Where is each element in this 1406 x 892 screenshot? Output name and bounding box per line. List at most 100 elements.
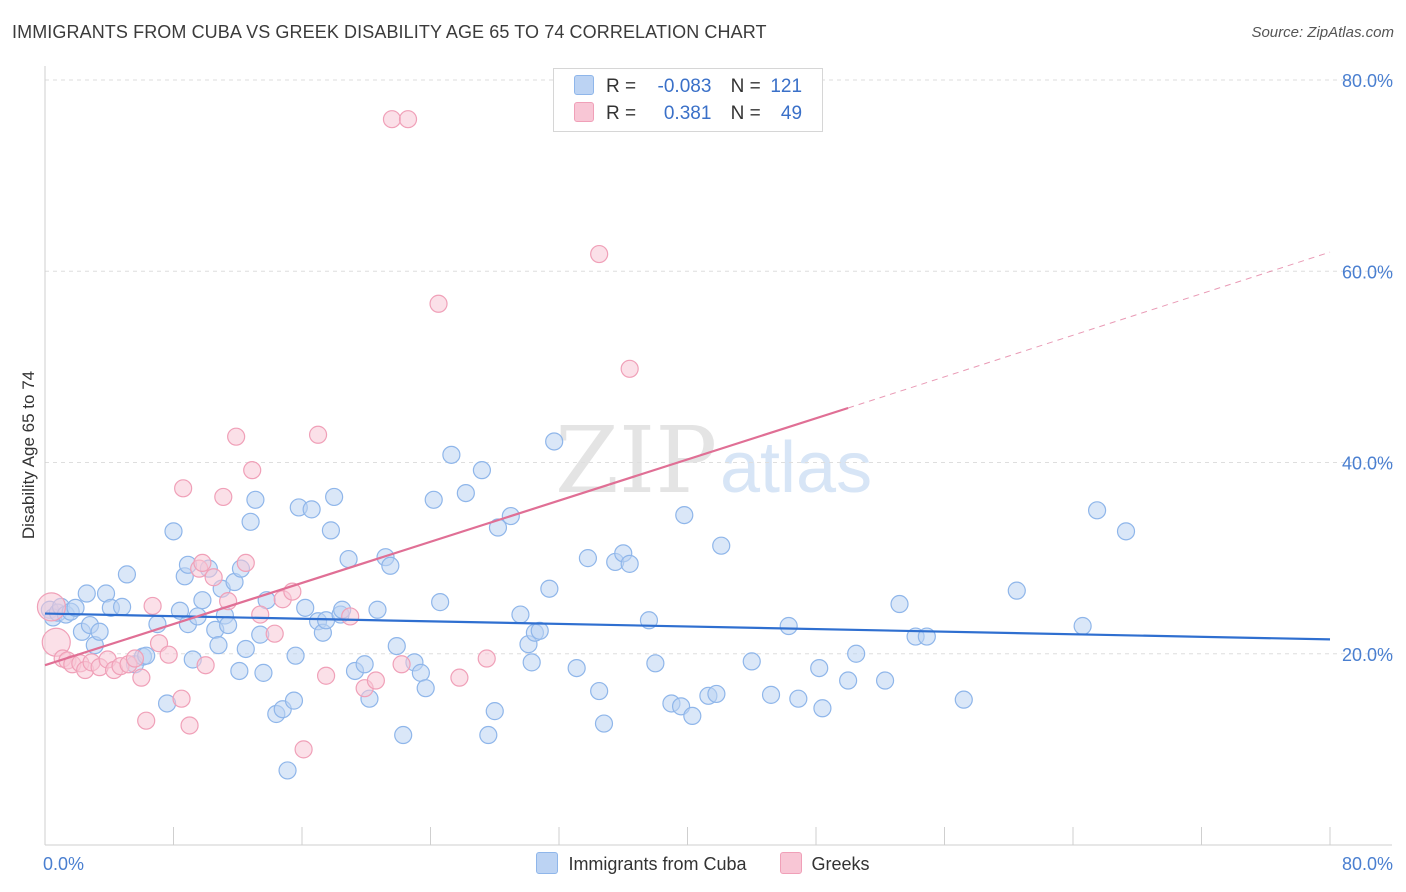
greeks-point bbox=[159, 645, 178, 664]
correlation-legend: R = -0.083 N = 121 R = 0.381 N = 49 bbox=[553, 68, 823, 132]
greeks-point bbox=[143, 596, 162, 616]
cuba-point bbox=[394, 725, 413, 745]
cuba-point bbox=[411, 663, 430, 682]
cuba-point bbox=[368, 600, 387, 619]
cuba-point bbox=[246, 490, 265, 509]
cuba-point bbox=[511, 605, 530, 624]
trend-line-greeks bbox=[44, 406, 849, 667]
greeks-point bbox=[172, 689, 191, 708]
tick-labels: 20.0% 40.0% 60.0% 80.0% 0.0% 80.0% bbox=[43, 71, 1393, 874]
cuba-point bbox=[530, 621, 549, 640]
greeks-point bbox=[251, 605, 270, 624]
greeks-point bbox=[366, 671, 385, 690]
cuba-point bbox=[431, 593, 450, 612]
cuba-point bbox=[594, 714, 614, 733]
greeks-point bbox=[341, 607, 360, 626]
cuba-point bbox=[77, 584, 96, 603]
watermark: ZIP atlas bbox=[555, 407, 872, 514]
cuba-point bbox=[164, 522, 183, 541]
cuba-point bbox=[1073, 616, 1092, 636]
legend-n-label: N = bbox=[730, 76, 761, 97]
cuba-point bbox=[813, 699, 832, 718]
cuba-point bbox=[387, 636, 406, 656]
legend-swatch-cuba bbox=[574, 75, 594, 95]
cuba-point bbox=[472, 461, 491, 480]
y-axis-label: Disability Age 65 to 74 bbox=[19, 371, 38, 539]
cuba-point bbox=[707, 684, 726, 704]
cuba-point bbox=[578, 549, 598, 568]
greeks-point bbox=[196, 656, 215, 675]
greeks-point bbox=[316, 666, 336, 685]
series-immigrants-from-cuba bbox=[40, 432, 1136, 780]
cuba-point bbox=[779, 616, 798, 636]
series-greeks bbox=[36, 110, 639, 759]
cuba-point bbox=[890, 594, 909, 614]
watermark-atlas: atlas bbox=[720, 428, 872, 508]
legend-label-cuba: Immigrants from Cuba bbox=[568, 854, 747, 874]
greeks-point bbox=[398, 110, 418, 129]
cuba-point bbox=[456, 484, 475, 503]
watermark-zip: ZIP bbox=[555, 407, 717, 514]
cuba-point bbox=[416, 679, 435, 698]
cuba-point bbox=[442, 445, 461, 464]
x-tick-label: 80.0% bbox=[1342, 854, 1393, 874]
greeks-point bbox=[36, 592, 67, 622]
greeks-point bbox=[193, 553, 212, 573]
cuba-point bbox=[567, 658, 586, 678]
cuba-point bbox=[620, 554, 639, 573]
cuba-point bbox=[236, 639, 255, 659]
cuba-point bbox=[254, 663, 273, 682]
legend-n-label: N = bbox=[730, 103, 761, 124]
greeks-point bbox=[450, 668, 469, 687]
cuba-point bbox=[296, 598, 315, 617]
legend-swatch-greeks bbox=[779, 852, 802, 874]
cuba-point bbox=[810, 658, 829, 678]
greeks-point bbox=[243, 461, 262, 480]
cuba-point bbox=[278, 761, 297, 780]
legend-n-value: 49 bbox=[780, 103, 803, 124]
trend-lines bbox=[44, 251, 1331, 667]
legend-item-cuba: Immigrants from Cuba bbox=[536, 852, 747, 875]
cuba-point bbox=[590, 681, 609, 701]
greeks-point bbox=[174, 479, 193, 498]
axes bbox=[44, 66, 1392, 846]
cuba-point bbox=[639, 611, 659, 630]
greeks-point bbox=[125, 649, 145, 668]
legend-n-value: 121 bbox=[770, 76, 803, 97]
cuba-point bbox=[209, 636, 228, 655]
cuba-point bbox=[545, 432, 564, 451]
cuba-point bbox=[1007, 581, 1026, 600]
cuba-point bbox=[540, 579, 559, 598]
cuba-point bbox=[683, 706, 702, 726]
legend-row-cuba: R = -0.083 N = 121 bbox=[574, 75, 802, 101]
cuba-point bbox=[286, 646, 305, 665]
cuba-point bbox=[230, 661, 249, 681]
cuba-point bbox=[321, 521, 341, 540]
y-tick-label: 20.0% bbox=[1342, 645, 1393, 665]
chart-title: IMMIGRANTS FROM CUBA VS GREEK DISABILITY… bbox=[12, 22, 767, 42]
legend-item-greeks: Greeks bbox=[779, 852, 870, 875]
cuba-point bbox=[712, 536, 731, 555]
greeks-point bbox=[392, 655, 411, 674]
cuba-point bbox=[302, 500, 321, 519]
cuba-point bbox=[847, 644, 866, 663]
cuba-point bbox=[954, 690, 973, 709]
legend-label-greeks: Greeks bbox=[811, 854, 870, 874]
y-tick-label: 80.0% bbox=[1342, 71, 1393, 91]
cuba-point bbox=[117, 565, 137, 584]
cuba-point bbox=[522, 653, 541, 672]
cuba-point bbox=[761, 685, 781, 704]
cuba-point bbox=[875, 671, 895, 690]
cuba-point bbox=[646, 654, 665, 673]
greeks-point bbox=[620, 359, 639, 378]
legend-r-label: R = bbox=[606, 76, 637, 97]
cuba-point bbox=[112, 597, 132, 616]
greeks-point bbox=[477, 649, 496, 668]
greeks-point bbox=[204, 568, 223, 587]
cuba-point bbox=[1087, 501, 1107, 520]
greeks-point bbox=[227, 427, 246, 446]
legend-r-label: R = bbox=[606, 103, 637, 124]
greeks-point bbox=[180, 716, 199, 735]
y-tick-label: 60.0% bbox=[1342, 262, 1393, 282]
